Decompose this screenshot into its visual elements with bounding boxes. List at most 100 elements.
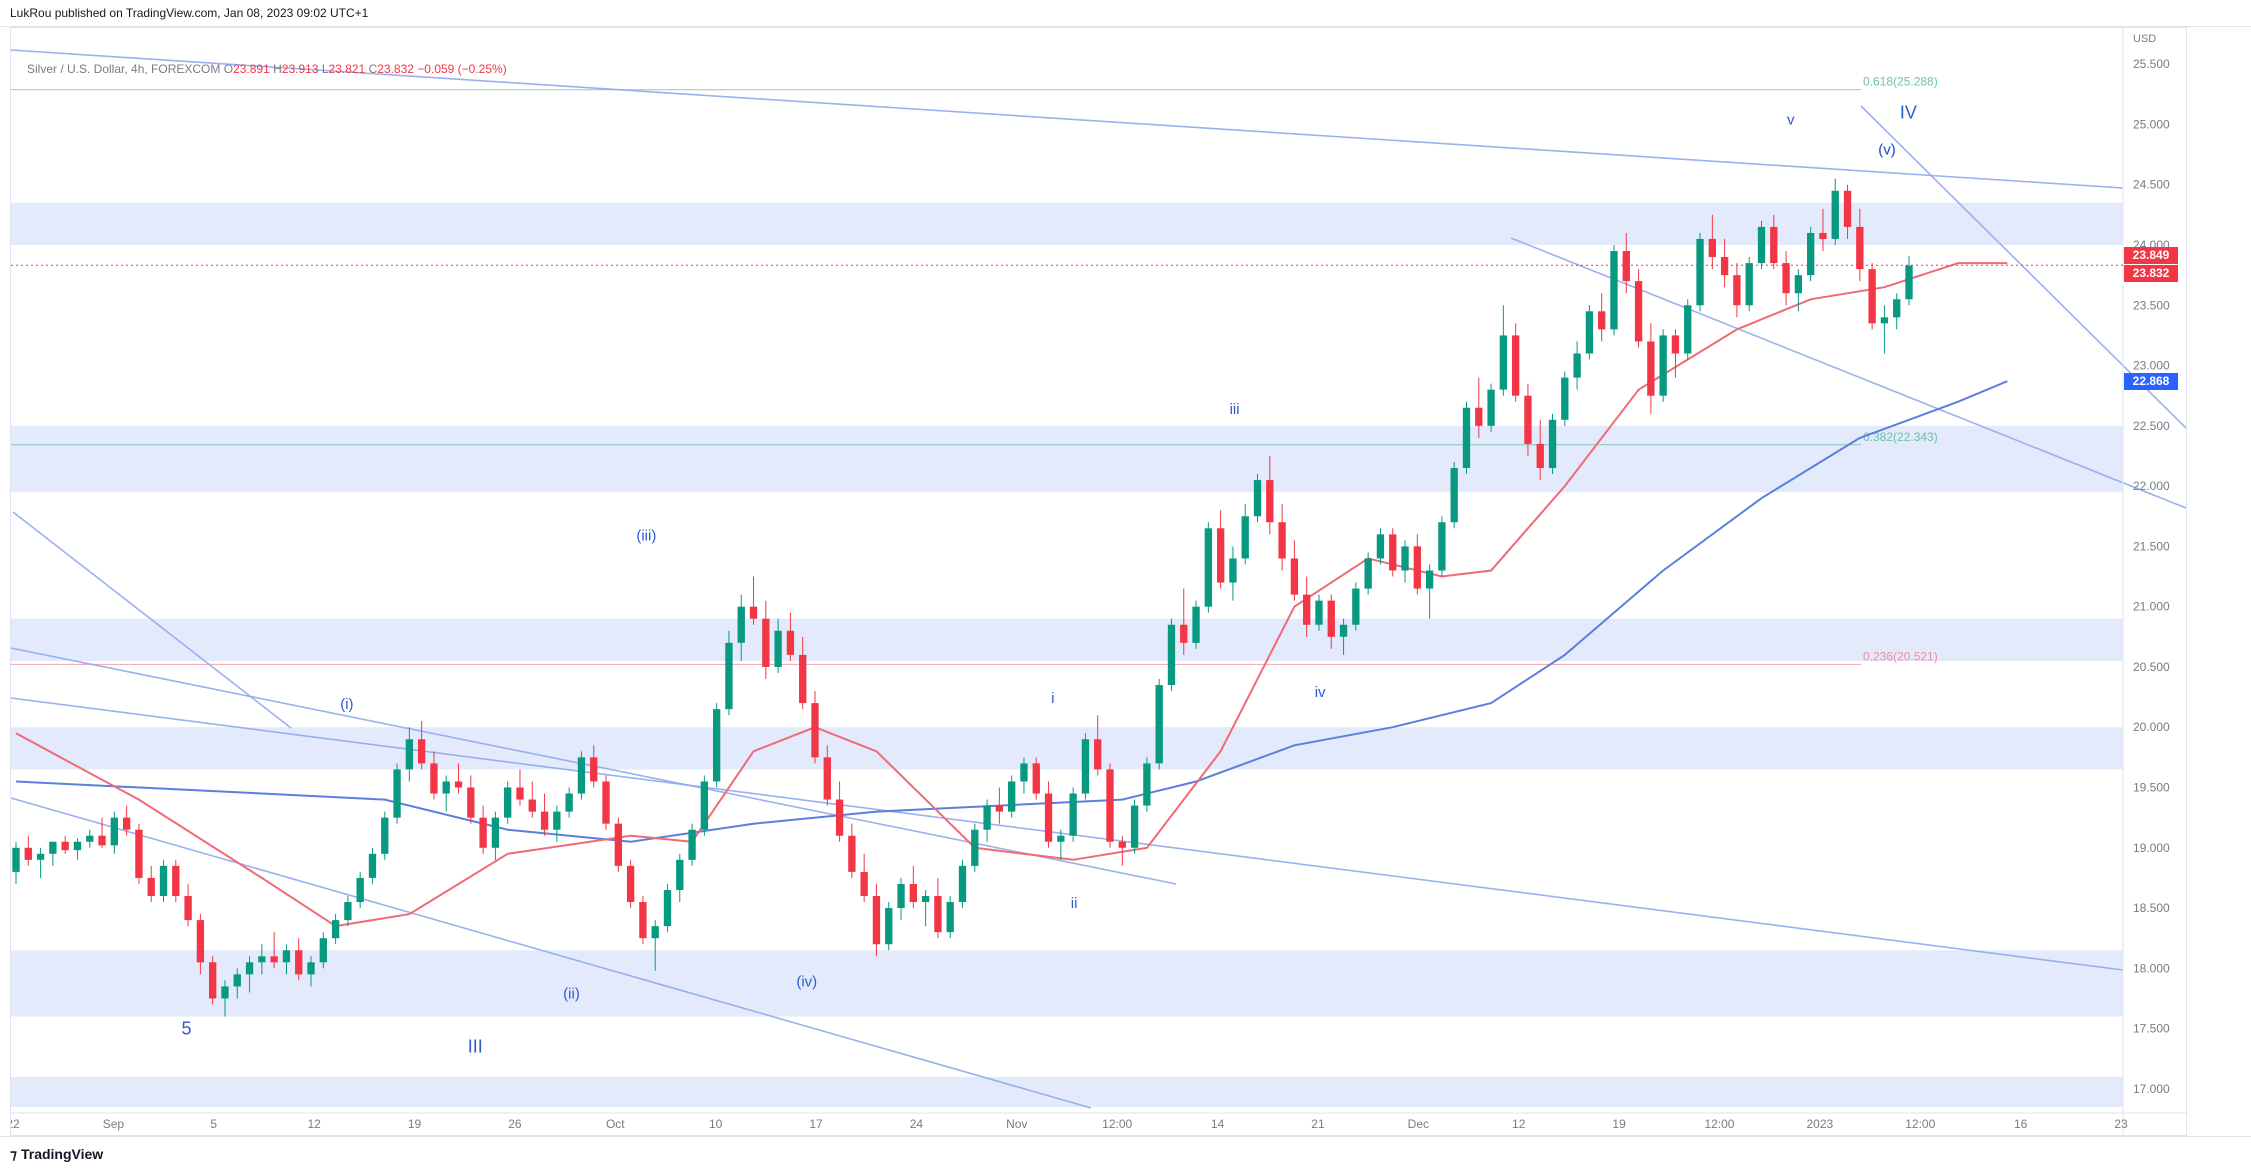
time-tick-label: 26	[508, 1117, 522, 1131]
candle-body	[1450, 468, 1458, 523]
candle-body	[1536, 443, 1544, 469]
candle-body	[1155, 685, 1163, 764]
candle-body	[749, 606, 758, 619]
candle-body	[1339, 624, 1348, 637]
candle-body	[1720, 257, 1729, 276]
candle-body	[1671, 335, 1680, 354]
support-resistance-zone	[11, 202, 2123, 245]
time-tick-label: 10	[709, 1117, 723, 1131]
price-tick-label: 17.500	[2133, 1022, 2170, 1036]
candle-body	[934, 896, 942, 933]
candle-body	[651, 926, 659, 939]
candle-body	[540, 811, 549, 830]
wave-label: (v)	[1878, 142, 1896, 159]
candle-body	[1032, 763, 1040, 794]
candle-body	[1253, 480, 1262, 517]
candle-body	[528, 799, 536, 812]
candle-body	[860, 871, 868, 896]
trendline	[1510, 237, 2186, 509]
candle-body	[626, 865, 635, 903]
candle-body	[1696, 238, 1704, 306]
candle-body	[1389, 534, 1397, 571]
candle-body	[811, 703, 819, 758]
candle-body	[1880, 317, 1889, 324]
candle-body	[639, 902, 647, 939]
candle-body	[1598, 311, 1606, 330]
tradingview-logo-icon: ⁊	[10, 1146, 17, 1162]
candle-body	[602, 781, 610, 824]
candle-body	[786, 630, 795, 655]
candle-body	[368, 853, 377, 878]
support-resistance-zone	[11, 727, 2123, 770]
wave-label: i	[1051, 690, 1054, 707]
price-tick-label: 20.000	[2133, 720, 2170, 734]
candle-body	[688, 829, 696, 860]
price-tick-label: 25.500	[2133, 57, 2170, 71]
legend-close-label: C	[368, 62, 378, 76]
wave-label: v	[1787, 111, 1795, 128]
candle-body	[1462, 407, 1471, 469]
candle-body	[1745, 263, 1753, 306]
candle-body	[1438, 522, 1446, 571]
candle-body	[1819, 232, 1827, 239]
candle-body	[835, 799, 844, 836]
support-resistance-zone	[11, 1076, 2123, 1107]
candle-body	[73, 841, 82, 851]
time-tick-label: Dec	[1408, 1117, 1429, 1131]
candle-body	[885, 908, 893, 945]
candle-body	[467, 787, 475, 818]
wave-label: (v)	[1878, 142, 1896, 159]
price-tick-label: 17.000	[2133, 1082, 2170, 1096]
support-resistance-zone	[11, 618, 2123, 661]
candle-body	[393, 769, 401, 818]
candle-body	[196, 920, 205, 963]
candle-body	[1401, 546, 1409, 571]
candle-body	[1057, 835, 1065, 842]
candle-body	[971, 829, 979, 866]
candle-body	[159, 865, 168, 896]
chart-canvas[interactable]: 0.618(25.288) 0.382(22.343) 0.236(20.521) 5…	[11, 28, 2186, 1135]
legend-low: 23.821	[328, 62, 366, 76]
price-tick-label: 19.500	[2133, 781, 2170, 795]
fib-level-label: 0.382(22.343)	[1863, 430, 1938, 444]
price-tag: 23.849	[2124, 247, 2178, 265]
candle-body	[1634, 281, 1643, 342]
price-tick-label: 22.500	[2133, 419, 2170, 433]
legend-symbol: Silver / U.S. Dollar, 4h, FOREXCOM	[27, 62, 221, 76]
price-tick-label: 20.500	[2133, 660, 2170, 674]
time-tick-label: 21	[1311, 1117, 1325, 1131]
wave-label: (ii)	[563, 985, 580, 1002]
time-tick-label: 24	[910, 1117, 924, 1131]
candle-body	[49, 841, 57, 854]
candle-body	[1216, 528, 1225, 583]
candle-body	[872, 896, 881, 945]
candle-body	[1192, 606, 1200, 643]
candle-body	[12, 847, 20, 872]
candle-body	[921, 896, 930, 903]
fib-level-label: 0.236(20.521)	[1863, 649, 1938, 663]
candle-body	[614, 823, 622, 866]
legend-open-label: O	[223, 62, 234, 76]
support-resistance-zone	[11, 950, 2123, 1017]
candle-body	[110, 817, 119, 846]
trendline	[11, 697, 2124, 971]
wave-label: (i)	[340, 696, 353, 713]
candle-body	[1008, 781, 1016, 812]
axis-currency: USD	[2133, 33, 2156, 45]
fib-level-label: 0.618(25.288)	[1863, 75, 1938, 89]
candle-body	[1290, 558, 1299, 595]
time-tick-label: 12	[1512, 1117, 1526, 1131]
candle-body	[1118, 841, 1126, 848]
candle-body	[221, 986, 229, 999]
time-tick-label: 19	[1612, 1117, 1626, 1131]
chart-frame[interactable]: 0.618(25.288) 0.382(22.343) 0.236(20.521) 5…	[10, 27, 2187, 1136]
candle-body	[1733, 275, 1741, 306]
candle-body	[24, 847, 32, 860]
candle-body	[1511, 335, 1520, 396]
price-tick-label: 22.000	[2133, 479, 2170, 493]
candle-body	[282, 950, 291, 963]
candle-body	[209, 962, 217, 999]
tradingview-logo[interactable]: ⁊ TradingView	[10, 1146, 103, 1163]
candle-body	[1044, 793, 1053, 842]
candle-body	[909, 883, 917, 903]
